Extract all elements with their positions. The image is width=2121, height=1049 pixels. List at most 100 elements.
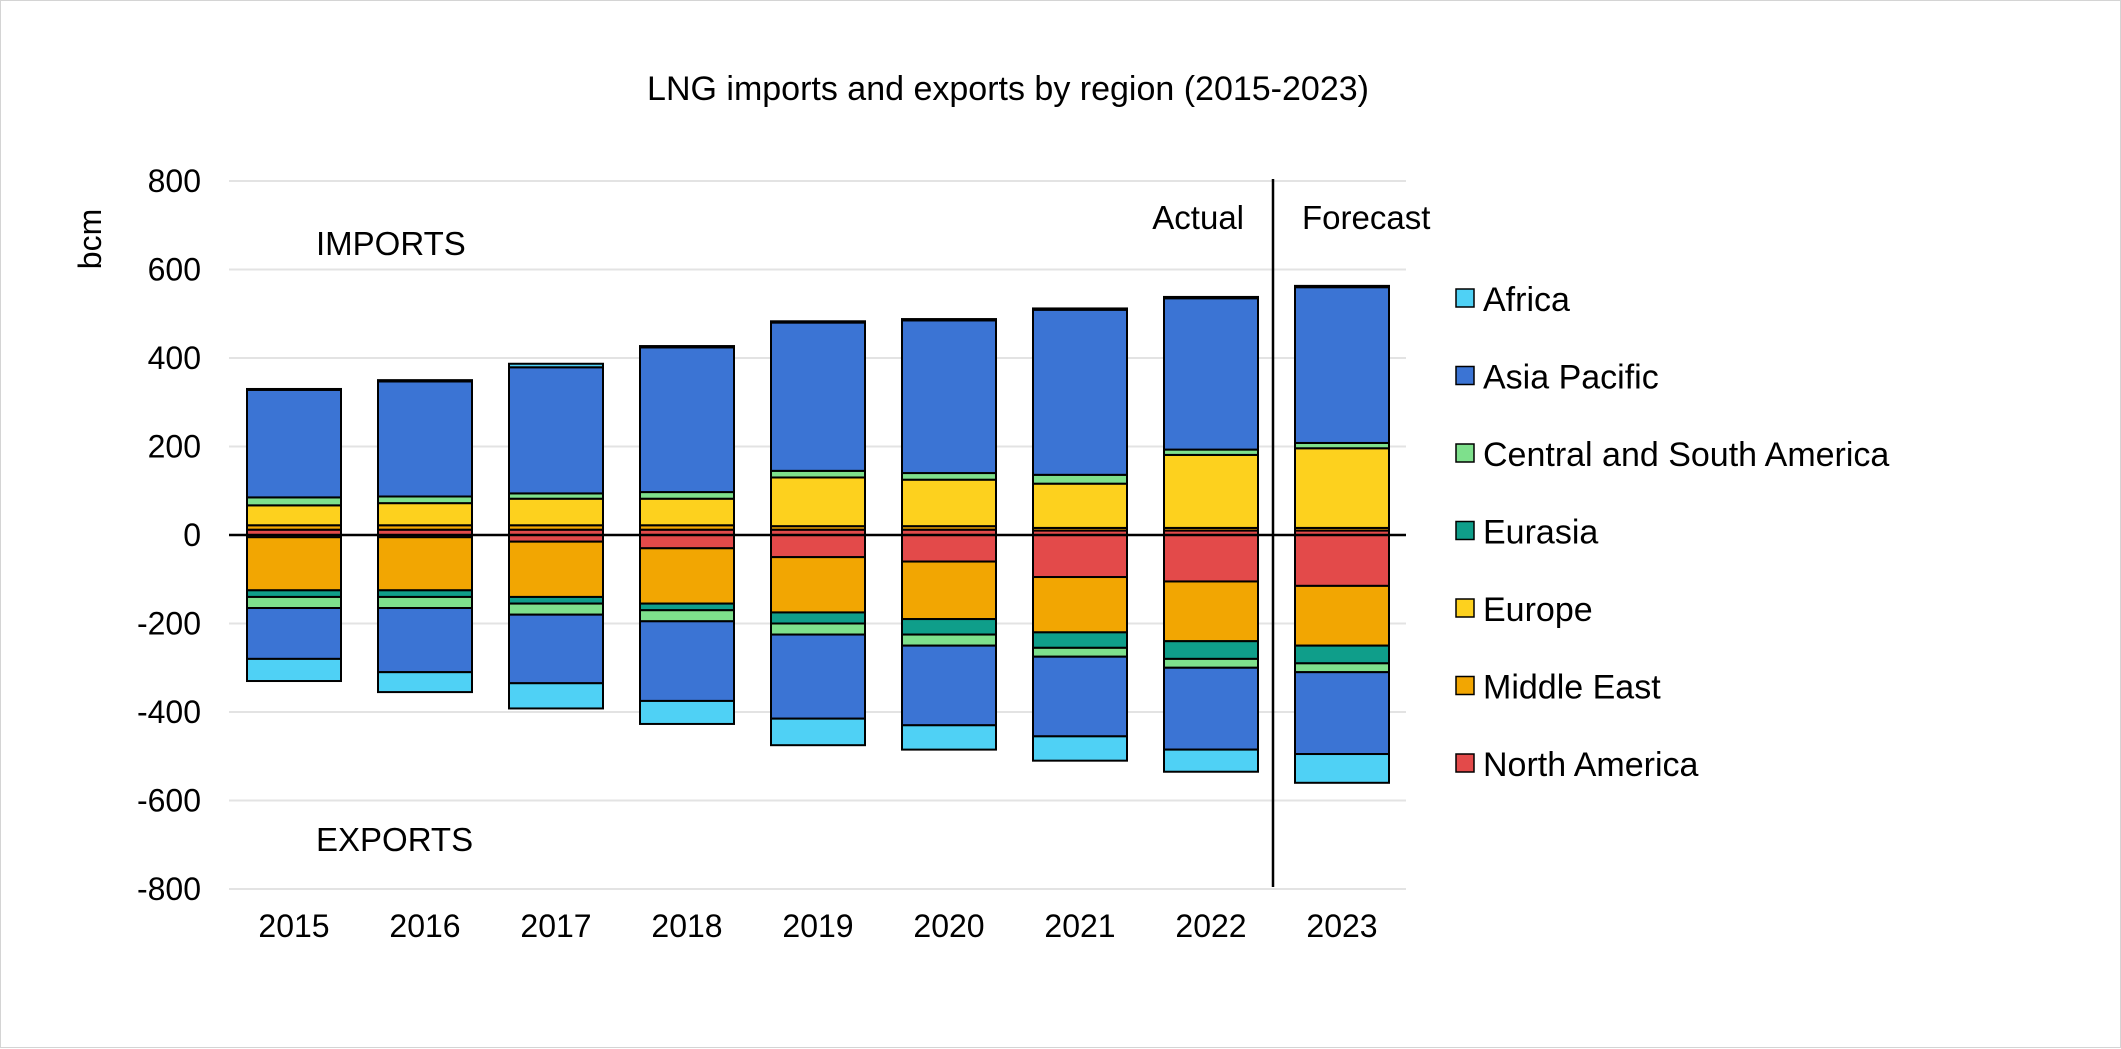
bar-export-central-and-south-america-2023	[1294, 662, 1390, 674]
bar-export-central-and-south-america-2015	[246, 595, 342, 610]
bar-export-africa-2017	[508, 682, 604, 710]
bar-export-eurasia-2023	[1294, 644, 1390, 665]
y-tick-label: -200	[137, 606, 201, 642]
actual-annotation: Actual	[1152, 199, 1244, 236]
bar-import-africa-2019	[770, 320, 866, 324]
legend-label-central-and-south-america: Central and South America	[1483, 436, 1889, 474]
bar-export-asia-pacific-2019	[770, 633, 866, 720]
bar-export-africa-2022	[1163, 748, 1259, 773]
imports-annotation: IMPORTS	[316, 225, 466, 262]
bar-export-eurasia-2020	[901, 618, 997, 636]
legend-label-eurasia: Eurasia	[1483, 514, 1598, 552]
bar-export-asia-pacific-2020	[901, 644, 997, 727]
bar-import-africa-2020	[901, 318, 997, 322]
legend-label-europe: Europe	[1483, 591, 1593, 629]
bar-import-asia-pacific-2022	[1163, 297, 1259, 451]
bar-export-africa-2015	[246, 657, 342, 683]
y-tick-label: -400	[137, 694, 201, 730]
bar-import-asia-pacific-2017	[508, 366, 604, 495]
legend-swatch-north-america	[1455, 753, 1475, 773]
legend-swatch-europe	[1455, 598, 1475, 618]
bar-export-asia-pacific-2023	[1294, 671, 1390, 756]
bar-import-europe-2015	[246, 504, 342, 527]
bar-export-africa-2020	[901, 724, 997, 751]
bar-import-asia-pacific-2019	[770, 321, 866, 472]
legend: Africa Asia Pacific Central and South Amer…	[1455, 281, 1889, 784]
bar-export-middle-east-2020	[901, 560, 997, 621]
x-tick-label: 2023	[1306, 908, 1377, 944]
x-axis-ticks: 2015 2016 2017 2018 2019 2020 2021 2022 2023	[258, 908, 1377, 944]
bar-import-europe-2021	[1032, 482, 1128, 529]
bar-export-middle-east-2016	[377, 536, 473, 592]
y-tick-label: 800	[148, 163, 201, 199]
bar-import-africa-2017	[508, 362, 604, 369]
bar-export-north-america-2022	[1163, 534, 1259, 583]
bar-import-europe-2022	[1163, 453, 1259, 529]
bar-export-central-and-south-america-2018	[639, 609, 735, 623]
bar-export-africa-2018	[639, 699, 735, 725]
bar-export-middle-east-2022	[1163, 580, 1259, 643]
y-tick-label: 400	[148, 340, 201, 376]
bar-export-central-and-south-america-2017	[508, 602, 604, 616]
bar-export-north-america-2020	[901, 534, 997, 563]
y-axis-ticks: 800 600 400 200 0 -200 -400 -600 -800	[137, 163, 201, 907]
y-axis-label: bcm	[72, 209, 108, 269]
bar-import-asia-pacific-2016	[377, 380, 473, 498]
exports-annotation: EXPORTS	[316, 821, 473, 858]
y-tick-label: 200	[148, 429, 201, 465]
y-tick-label: -600	[137, 783, 201, 819]
bar-export-eurasia-2021	[1032, 631, 1128, 649]
bar-export-middle-east-2019	[770, 556, 866, 614]
bar-export-africa-2023	[1294, 753, 1390, 784]
x-tick-label: 2020	[913, 908, 984, 944]
bar-import-europe-2023	[1294, 447, 1390, 529]
forecast-annotation: Forecast	[1302, 199, 1430, 236]
bar-export-africa-2019	[770, 717, 866, 747]
bar-import-africa-2015	[246, 387, 342, 391]
bar-export-africa-2016	[377, 671, 473, 694]
y-tick-label: 600	[148, 252, 201, 288]
bar-import-asia-pacific-2018	[639, 346, 735, 494]
bar-import-europe-2016	[377, 502, 473, 527]
x-tick-label: 2022	[1175, 908, 1246, 944]
bar-export-central-and-south-america-2022	[1163, 657, 1259, 669]
legend-label-africa: Africa	[1483, 281, 1570, 319]
bar-export-central-and-south-america-2020	[901, 633, 997, 647]
x-tick-label: 2017	[520, 908, 591, 944]
bar-export-middle-east-2015	[246, 536, 342, 592]
bar-export-north-america-2019	[770, 534, 866, 559]
bar-export-asia-pacific-2017	[508, 613, 604, 685]
x-tick-label: 2021	[1044, 908, 1115, 944]
bar-import-europe-2018	[639, 497, 735, 527]
chart-title: LNG imports and exports by region (2015-…	[647, 70, 1369, 108]
bars	[246, 284, 1390, 784]
legend-label-middle-east: Middle East	[1483, 669, 1661, 707]
bar-export-north-america-2018	[639, 534, 735, 550]
bar-export-asia-pacific-2021	[1032, 655, 1128, 738]
bar-export-central-and-south-america-2016	[377, 595, 473, 610]
bar-export-central-and-south-america-2021	[1032, 646, 1128, 658]
bar-import-africa-2021	[1032, 307, 1128, 311]
bar-import-africa-2018	[639, 345, 735, 349]
legend-swatch-middle-east	[1455, 675, 1475, 696]
y-tick-label: -800	[137, 871, 201, 907]
bar-import-asia-pacific-2020	[901, 319, 997, 475]
bar-export-eurasia-2022	[1163, 640, 1259, 660]
bar-import-europe-2020	[901, 478, 997, 528]
bar-import-asia-pacific-2015	[246, 388, 342, 499]
bar-export-middle-east-2021	[1032, 576, 1128, 634]
bar-export-middle-east-2023	[1294, 584, 1390, 647]
bar-export-asia-pacific-2016	[377, 607, 473, 674]
legend-swatch-eurasia	[1455, 520, 1475, 541]
bar-import-africa-2023	[1294, 284, 1390, 289]
legend-swatch-africa	[1455, 288, 1475, 308]
bar-import-europe-2017	[508, 497, 604, 527]
bar-import-central-and-south-america-2015	[246, 496, 342, 507]
bar-export-eurasia-2019	[770, 611, 866, 625]
legend-label-asia-pacific: Asia Pacific	[1483, 359, 1659, 397]
bar-export-middle-east-2018	[639, 547, 735, 605]
bar-import-africa-2016	[377, 379, 473, 383]
y-tick-label: 0	[183, 517, 201, 553]
